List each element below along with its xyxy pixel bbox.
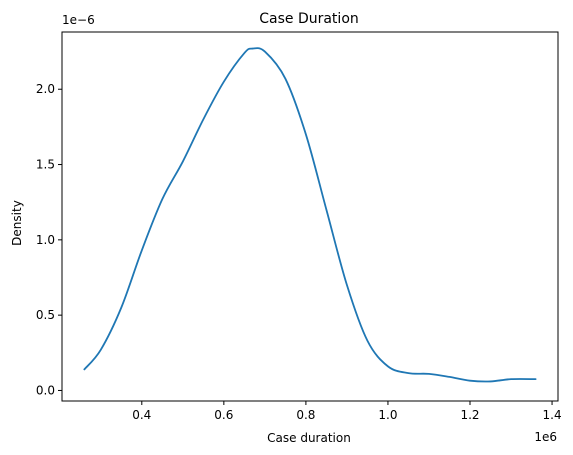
x-tick-label: 1.0 [378,408,397,422]
y-tick-label: 0.0 [36,383,55,397]
x-tick-label: 1.2 [460,408,479,422]
y-tick-label: 1.0 [36,233,55,247]
x-offset-label: 1e6 [534,430,557,444]
y-offset-label: 1e−6 [62,13,95,27]
y-tick-label: 2.0 [36,82,55,96]
x-tick-label: 0.8 [296,408,315,422]
x-tick-label: 0.4 [132,408,151,422]
y-axis-label: Density [10,200,24,246]
density-series-line [83,47,537,383]
axes: 0.4 0.6 0.8 1.0 1.2 1.4 0.0 0.5 1.0 1.5 2.0 [36,31,562,422]
axes-frame [61,31,559,402]
x-tick-label: 1.4 [543,408,562,422]
x-axis-label: Case duration [267,431,351,445]
x-tick-label: 0.6 [214,408,233,422]
y-tick-label: 0.5 [36,308,55,322]
chart-title: Case Duration [259,11,359,27]
y-tick-label: 1.5 [36,158,55,172]
